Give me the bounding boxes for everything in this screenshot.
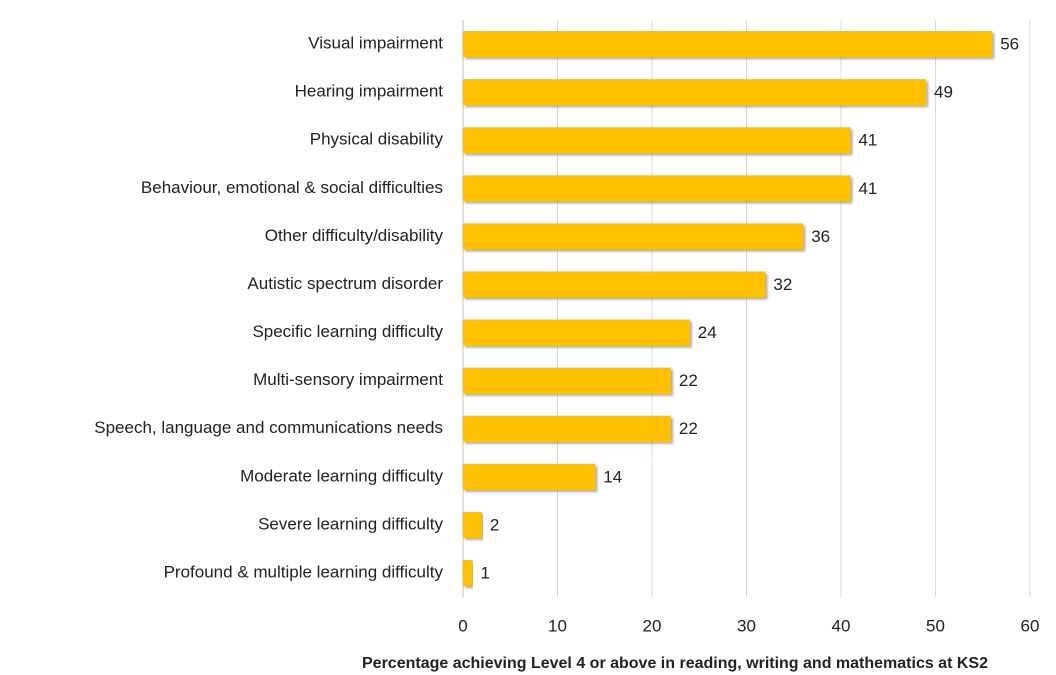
data-label: 36	[811, 227, 830, 246]
bar	[463, 127, 851, 154]
y-tick-label: Hearing impairment	[295, 82, 444, 101]
data-label: 14	[603, 467, 622, 486]
y-tick-label: Profound & multiple learning difficulty	[164, 562, 444, 581]
bar	[463, 511, 482, 538]
x-tick-label: 50	[926, 616, 945, 635]
y-tick-label: Physical disability	[310, 130, 444, 149]
data-label: 22	[679, 371, 698, 390]
y-tick-label: Moderate learning difficulty	[240, 466, 443, 485]
bar	[463, 367, 671, 394]
data-label: 24	[698, 323, 717, 342]
x-tick-label: 40	[832, 616, 851, 635]
data-label: 41	[858, 131, 877, 150]
data-label: 32	[773, 275, 792, 294]
y-tick-label: Multi-sensory impairment	[253, 370, 443, 389]
y-tick-label: Autistic spectrum disorder	[247, 274, 443, 293]
bar	[463, 271, 766, 298]
bar	[463, 463, 596, 490]
data-label: 22	[679, 419, 698, 438]
bar	[463, 175, 851, 202]
y-tick-label: Other difficulty/disability	[265, 226, 444, 245]
bar	[463, 79, 927, 106]
bar	[463, 319, 690, 346]
y-tick-label: Visual impairment	[308, 34, 443, 53]
data-label: 2	[490, 515, 499, 534]
x-tick-label: 0	[458, 616, 467, 635]
bar	[463, 415, 671, 442]
y-tick-label: Severe learning difficulty	[258, 514, 443, 533]
data-label: 49	[934, 83, 953, 102]
bar	[463, 31, 993, 58]
x-tick-label: 60	[1021, 616, 1040, 635]
data-label: 1	[480, 563, 489, 582]
x-axis-label: Percentage achieving Level 4 or above in…	[362, 655, 988, 672]
bar	[463, 223, 804, 250]
bar	[463, 559, 473, 586]
data-label: 56	[1000, 35, 1019, 54]
data-label: 41	[858, 179, 877, 198]
y-tick-label: Specific learning difficulty	[252, 322, 443, 341]
y-tick-label: Behaviour, emotional & social difficulti…	[141, 178, 443, 197]
x-tick-label: 30	[737, 616, 756, 635]
x-tick-label: 10	[548, 616, 567, 635]
x-tick-label: 20	[643, 616, 662, 635]
y-tick-label: Speech, language and communications need…	[94, 418, 443, 437]
